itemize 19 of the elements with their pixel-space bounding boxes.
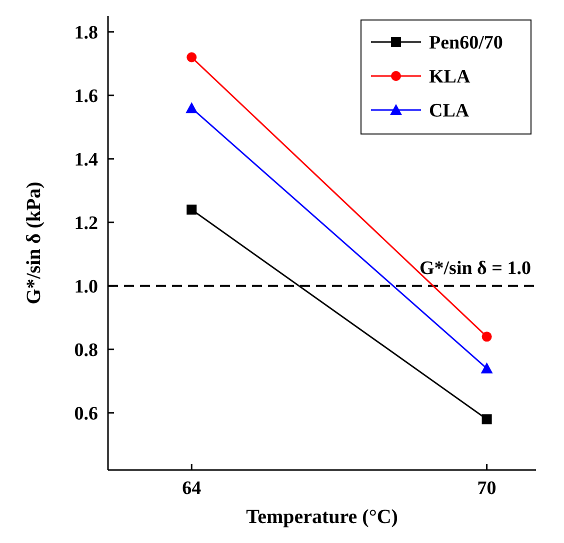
y-tick-label: 1.4	[74, 150, 98, 171]
ref-line-label: G*/sin δ = 1.0	[420, 258, 531, 279]
y-tick-label: 1.8	[74, 22, 98, 44]
point	[482, 414, 492, 424]
y-tick-label: 1.6	[74, 86, 98, 108]
x-tick-label: 64	[182, 478, 202, 499]
x-axis-title: Temperature (°C)	[246, 506, 398, 528]
y-tick-label: 0.6	[74, 404, 98, 425]
y-tick-label: 1.2	[74, 213, 98, 234]
legend-label: KLA	[429, 66, 470, 88]
y-tick-label: 1.0	[74, 276, 98, 298]
point	[186, 204, 197, 215]
point	[186, 52, 197, 62]
y-tick-label: 0.8	[74, 340, 98, 362]
y-axis-title: G*/sin δ (kPa)	[23, 182, 45, 304]
legend-label: Pen60/70	[429, 32, 503, 54]
legend-label: CLA	[429, 100, 470, 122]
point	[482, 332, 492, 342]
x-tick-label: 70	[477, 478, 496, 499]
